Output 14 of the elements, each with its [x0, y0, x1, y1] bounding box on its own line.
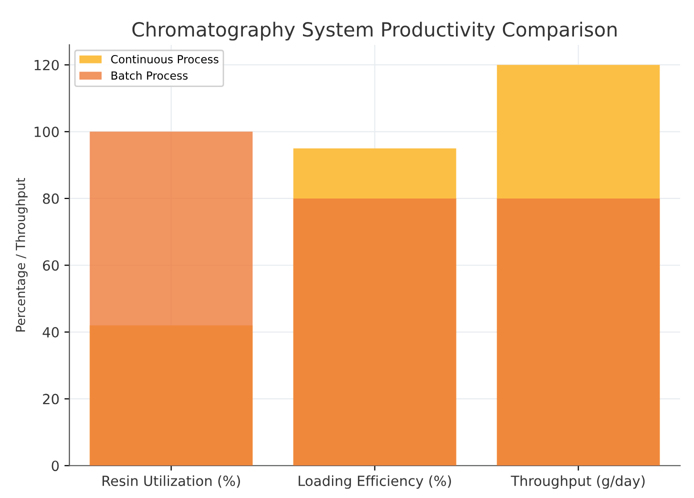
- y-tick-label: 60: [42, 260, 59, 271]
- y-tick-label: 40: [42, 327, 59, 338]
- y-tick-label: 100: [34, 126, 59, 138]
- y-tick-label: 80: [42, 193, 59, 204]
- y-tick-label: 120: [34, 60, 59, 70]
- y-tick-label: 20: [43, 394, 59, 404]
- x-tick-label: Throughput (g/day): [510, 475, 645, 489]
- legend-label: Batch Process: [112, 71, 188, 80]
- y-tick-label: 0: [52, 460, 59, 472]
- legend-label: Continuous Process: [111, 54, 218, 64]
- x-tick-label: Resin Utilization (%): [102, 475, 240, 488]
- x-tick-label: Loading Efficiency (%): [298, 475, 451, 489]
- chart-title: Chromatography System Productivity Comparison: [132, 22, 617, 41]
- y-axis-title: Percentage / Throughput: [16, 178, 28, 332]
